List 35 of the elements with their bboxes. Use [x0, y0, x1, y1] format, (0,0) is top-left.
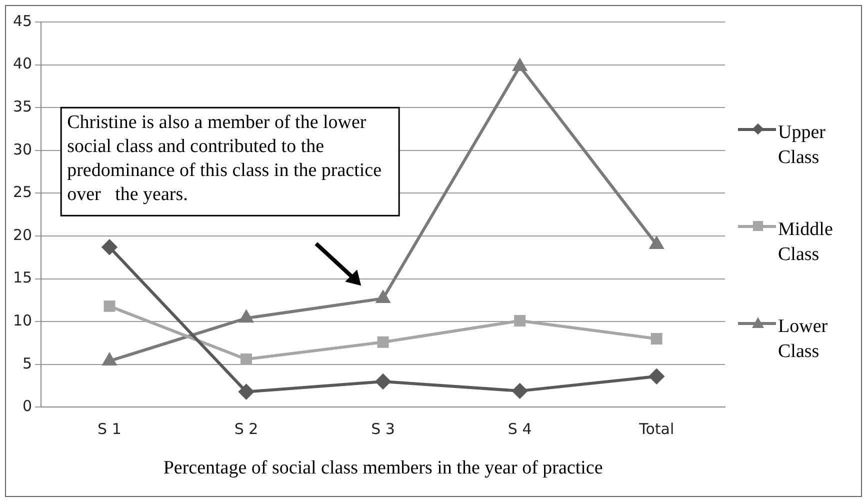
point	[238, 384, 254, 400]
y-tick-label: 25	[12, 183, 32, 202]
x-tick-label: S 2	[234, 420, 258, 438]
point	[650, 332, 662, 344]
x-tick-label: S 1	[98, 420, 122, 438]
y-tick-label: 5	[22, 354, 32, 372]
point	[102, 240, 117, 255]
legend-label: Upper Class	[778, 121, 826, 170]
point	[102, 353, 116, 366]
y-tick-label: 30	[12, 140, 32, 158]
point	[514, 315, 526, 326]
point	[104, 300, 116, 312]
legend-label: Lower Class	[778, 315, 829, 364]
y-tick-label: 20	[12, 226, 32, 244]
y-tick-label: 45	[12, 12, 32, 30]
point	[240, 310, 253, 323]
y-tick-label: 15	[12, 268, 32, 287]
point	[512, 383, 528, 398]
y-tick-label: 35	[12, 97, 32, 116]
x-axis-title: Percentage of social class members in the year of practice	[163, 458, 603, 479]
point	[376, 290, 390, 303]
annotation: Christine is also a member of the lower social class and contributed to the predominance of this class in the practice over the years.	[67, 112, 386, 206]
x-tick-label: S 3	[371, 420, 395, 438]
point	[649, 368, 664, 384]
x-tick-label: Total	[638, 420, 674, 438]
point	[650, 237, 664, 250]
point	[513, 59, 527, 72]
y-tick-label: 40	[12, 54, 32, 73]
y-tick-label: 0	[22, 397, 32, 416]
point	[376, 374, 391, 390]
x-tick-label: S 4	[508, 420, 532, 438]
point	[377, 336, 389, 348]
point	[240, 354, 252, 366]
y-tick-label: 10	[12, 311, 32, 330]
legend-label: Middle Class	[778, 218, 834, 267]
